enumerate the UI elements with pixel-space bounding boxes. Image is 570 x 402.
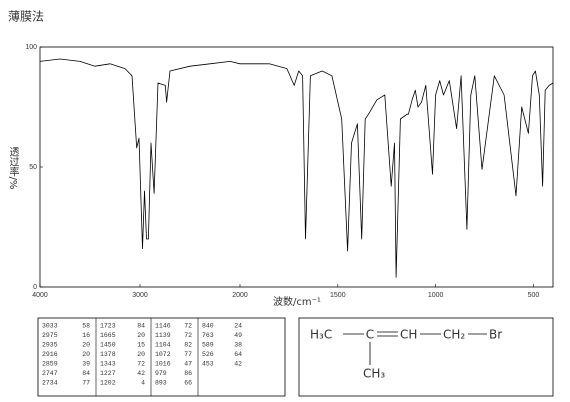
- x-tick-label: 3000: [132, 292, 148, 299]
- peak-wavenumber: 1723: [100, 323, 116, 330]
- peak-transmittance: 72: [184, 323, 192, 330]
- peak-wavenumber: 1146: [155, 323, 171, 330]
- peak-wavenumber: 1665: [100, 332, 116, 339]
- peak-transmittance: 66: [184, 380, 192, 387]
- atom: CH₃: [363, 367, 385, 381]
- peak-wavenumber: 979: [155, 370, 167, 377]
- y-tick-label: 0: [33, 284, 37, 291]
- peak-wavenumber: 2734: [42, 380, 58, 387]
- y-tick-label: 100: [25, 44, 37, 51]
- x-tick-label: 500: [528, 292, 540, 299]
- peak-wavenumber: 2935: [42, 342, 58, 349]
- peak-transmittance: 38: [234, 342, 242, 349]
- peak-wavenumber: 2859: [42, 361, 58, 368]
- atoms: H₃C C CH CH₂ Br CH₃: [310, 328, 502, 381]
- peak-wavenumber: 1378: [100, 351, 116, 358]
- peak-transmittance: 16: [82, 332, 90, 339]
- peak-wavenumber: 1450: [100, 342, 116, 349]
- peak-wavenumber: 453: [202, 361, 214, 368]
- plot-frame: [39, 46, 554, 288]
- peak-transmittance: 39: [82, 361, 90, 368]
- peak-transmittance: 20: [137, 332, 145, 339]
- peak-wavenumber: 1139: [155, 332, 171, 339]
- peak-transmittance: 20: [137, 351, 145, 358]
- peak-transmittance: 84: [137, 323, 145, 330]
- atom: H₃C: [310, 328, 332, 342]
- table-frame: [37, 317, 286, 397]
- peak-transmittance: 42: [234, 361, 242, 368]
- peak-wavenumber: 1227: [100, 370, 116, 377]
- atom: C: [366, 328, 374, 342]
- peak-transmittance: 82: [184, 342, 192, 349]
- peak-transmittance: 42: [137, 370, 145, 377]
- x-tick-label: 4000: [32, 292, 48, 299]
- peak-transmittance: 77: [82, 380, 90, 387]
- peak-wavenumber: 1202: [100, 380, 116, 387]
- atom: CH₂: [443, 328, 465, 342]
- structure-frame: [298, 317, 554, 397]
- atom: CH: [400, 328, 417, 342]
- peak-transmittance: 72: [137, 361, 145, 368]
- peak-wavenumber: 840: [202, 323, 214, 330]
- peak-transmittance: 77: [184, 351, 192, 358]
- spectrum-line: [39, 58, 554, 278]
- peak-wavenumber: 1016: [155, 361, 171, 368]
- peak-transmittance: 47: [184, 361, 192, 368]
- structure: [298, 317, 554, 397]
- x-tick-label: 2000: [232, 292, 248, 299]
- peak-wavenumber: 763: [202, 332, 214, 339]
- peak-transmittance: 84: [82, 370, 90, 377]
- peak-wavenumber: 2975: [42, 332, 58, 339]
- x-tick-label: 1000: [428, 292, 444, 299]
- y-tick-label: 50: [29, 164, 37, 171]
- peak-transmittance: 15: [137, 342, 145, 349]
- peak-wavenumber: 589: [202, 342, 214, 349]
- peak-transmittance: 20: [82, 342, 90, 349]
- peak-transmittance: 72: [184, 332, 192, 339]
- peak-transmittance: 58: [82, 323, 90, 330]
- chart-title: 薄膜法: [8, 9, 44, 24]
- peak-transmittance: 20: [82, 351, 90, 358]
- peak-transmittance: 24: [234, 323, 242, 330]
- peak-wavenumber: 2916: [42, 351, 58, 358]
- peak-transmittance: 49: [234, 332, 242, 339]
- peak-wavenumber: 893: [155, 380, 167, 387]
- x-tick-label: 1500: [330, 292, 346, 299]
- peak-wavenumber: 526: [202, 351, 214, 358]
- atom: Br: [489, 328, 502, 342]
- peak-transmittance: 4: [141, 380, 145, 387]
- peak-wavenumber: 2747: [42, 370, 58, 377]
- peak-wavenumber: 3033: [42, 323, 58, 330]
- peak-table: 3033 58 2975 16 2935 20 2916 20 2859 39 2747 84 2734…: [37, 317, 286, 397]
- peak-transmittance: 86: [184, 370, 192, 377]
- x-axis-label: 波数/cm⁻¹: [273, 295, 321, 308]
- peak-wavenumber: 1343: [100, 361, 116, 368]
- peak-wavenumber: 1072: [155, 351, 171, 358]
- peak-wavenumber: 1104: [155, 342, 171, 349]
- peak-transmittance: 64: [234, 351, 242, 358]
- y-axis-label: 透过率/%: [7, 146, 19, 189]
